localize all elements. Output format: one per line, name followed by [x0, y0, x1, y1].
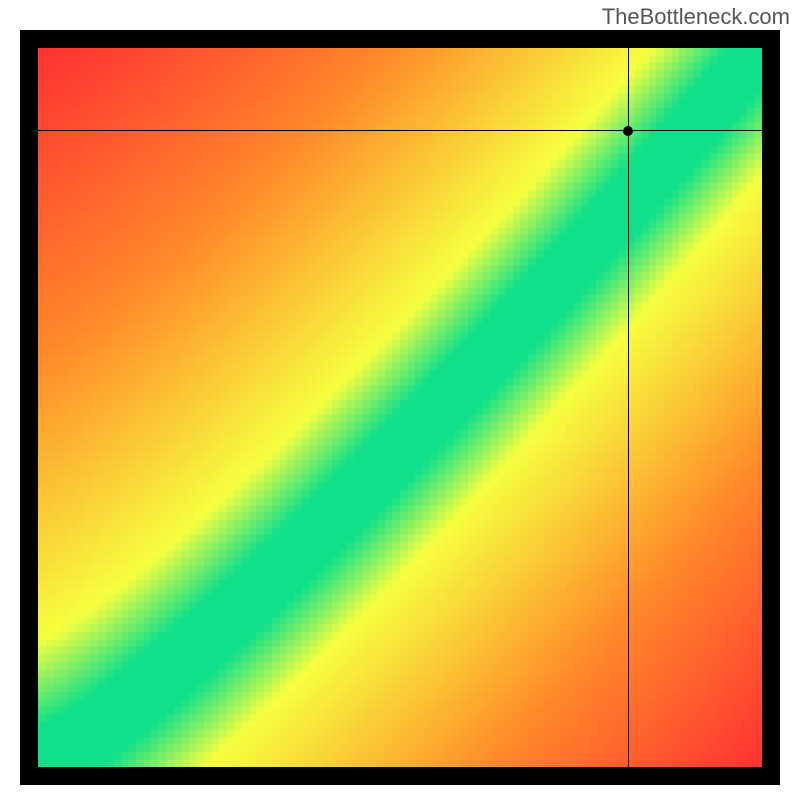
- plot-border: [20, 30, 780, 785]
- chart-container: { "watermark": { "text": "TheBottleneck.…: [0, 0, 800, 800]
- crosshair-horizontal-line: [20, 130, 780, 131]
- crosshair-marker-dot: [623, 126, 633, 136]
- watermark-text: TheBottleneck.com: [602, 4, 790, 30]
- crosshair-vertical-line: [628, 30, 629, 785]
